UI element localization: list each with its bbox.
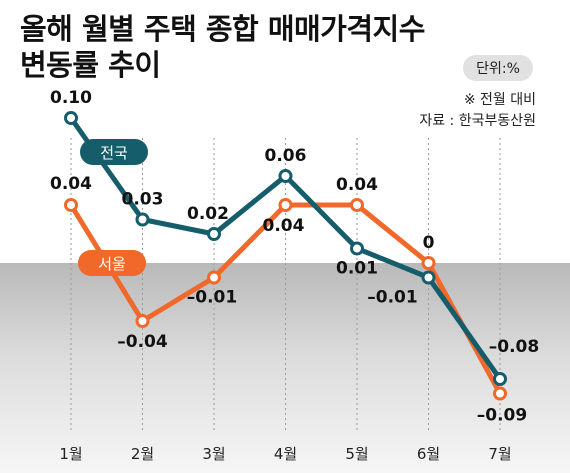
data-point bbox=[493, 386, 507, 401]
data-label: –0.04 bbox=[117, 332, 168, 352]
data-label: 0.06 bbox=[265, 146, 307, 166]
data-label: 0.04 bbox=[263, 216, 305, 236]
series-tag-label: 전국 bbox=[100, 144, 128, 162]
data-label: 0.10 bbox=[50, 88, 92, 108]
series-layer bbox=[64, 111, 507, 401]
data-point bbox=[350, 198, 364, 212]
series-tag-label: 서울 bbox=[98, 255, 126, 273]
data-point bbox=[350, 241, 364, 256]
data-point bbox=[135, 314, 150, 328]
data-point bbox=[135, 212, 150, 227]
x-tick-label: 5월 bbox=[345, 445, 368, 463]
series-tag-seoul bbox=[78, 250, 146, 276]
data-label: 0.03 bbox=[122, 190, 164, 210]
data-label: –0.08 bbox=[489, 337, 539, 357]
data-label: –0.01 bbox=[367, 288, 417, 308]
data-label: 0.01 bbox=[336, 259, 378, 279]
unit-badge: 단위:% bbox=[463, 55, 533, 81]
series-tag-national bbox=[80, 139, 148, 165]
comparison-note: ※ 전월 대비 bbox=[463, 92, 536, 108]
x-tick-label: 1월 bbox=[59, 445, 82, 463]
x-tick-layer: 1월 2월 3월 4월 5월 6월 7월 bbox=[59, 445, 511, 463]
data-point bbox=[207, 227, 221, 241]
data-label: –0.09 bbox=[477, 406, 527, 426]
x-tick-label: 2월 bbox=[131, 445, 154, 463]
data-point bbox=[64, 111, 78, 125]
data-point bbox=[421, 270, 436, 285]
data-label: –0.01 bbox=[187, 288, 237, 308]
data-point bbox=[64, 198, 78, 212]
data-label: 0.04 bbox=[50, 174, 92, 194]
label-layer: 0.10 0.03 0.02 0.06 0.01 –0.01 –0.08 0.04 –0.04 –… bbox=[50, 88, 539, 426]
data-point bbox=[278, 169, 293, 183]
data-point bbox=[493, 372, 507, 386]
x-tick-label: 7월 bbox=[488, 445, 511, 463]
x-tick-label: 3월 bbox=[202, 445, 225, 463]
data-point bbox=[421, 256, 436, 270]
x-tick-label: 6월 bbox=[417, 445, 440, 463]
chart-title-line1: 올해 월별 주택 종합 매매가격지수 bbox=[20, 12, 425, 46]
data-point bbox=[278, 198, 293, 212]
source-note: 자료 : 한국부동산원 bbox=[419, 113, 536, 129]
data-label: 0.04 bbox=[336, 175, 378, 195]
data-label: 0 bbox=[423, 233, 435, 253]
data-point bbox=[207, 270, 221, 285]
data-label: 0.02 bbox=[187, 204, 229, 224]
x-tick-label: 4월 bbox=[274, 445, 297, 463]
chart-title-line2: 변동률 추이 bbox=[20, 48, 161, 82]
